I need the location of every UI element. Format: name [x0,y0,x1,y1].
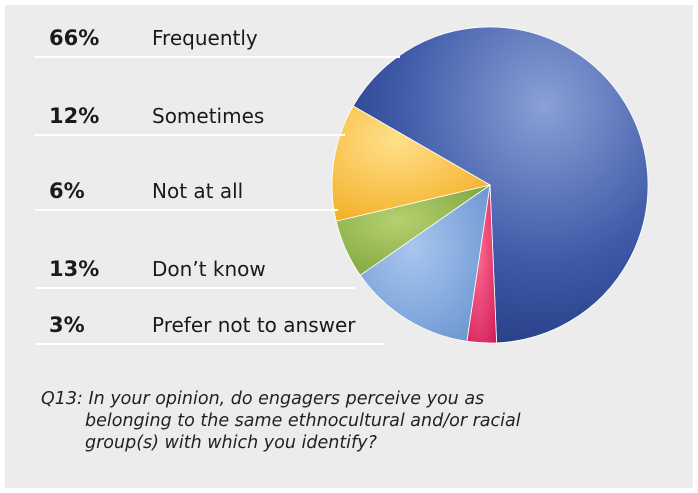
legend-percent: 12% [49,104,99,128]
legend-percent: 66% [49,26,99,50]
question-caption: Q13: In your opinion, do engagers percei… [41,388,601,454]
chart-panel: 66% Frequently 12% Sometimes 6% Not at all 13%… [5,5,693,488]
pie-slice-don-t-know [359,184,491,342]
pie-chart: 66% Frequently 12% Sometimes 6% Not at all 13%… [35,26,649,345]
legend-label: Don’t know [152,257,266,281]
pie-slice-frequently [352,26,649,344]
legend-percent: 3% [49,313,85,337]
legend-label: Not at all [152,179,243,203]
legend-percent: 6% [49,179,85,203]
legend-label: Frequently [152,26,258,50]
question-line: Q13: In your opinion, do engagers percei… [41,389,485,409]
legend-label: Sometimes [152,104,264,128]
pie-slice-sometimes [331,105,492,222]
question-line: belonging to the same ethnocultural and/… [85,411,521,431]
question-line: group(s) with which you identify? [85,433,377,453]
legend-label: Prefer not to answer [152,313,356,337]
legend-percent: 13% [49,257,99,281]
